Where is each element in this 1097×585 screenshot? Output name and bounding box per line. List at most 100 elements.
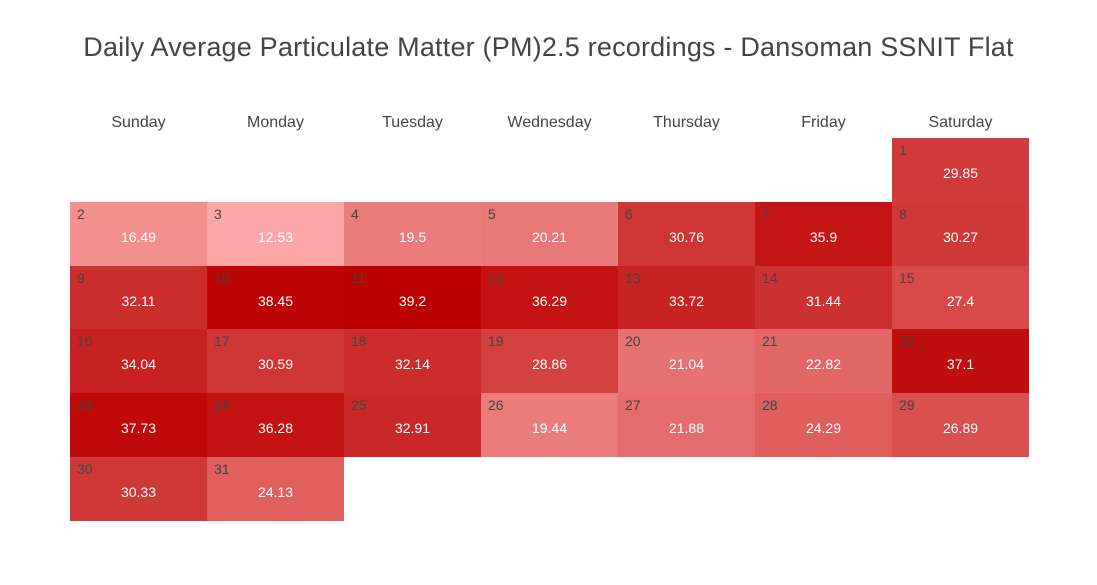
day-number: 27 (625, 397, 641, 414)
heatmap-cell: 11 39.2 (344, 265, 481, 330)
pm25-value-label: 19.5 (398, 228, 427, 245)
day-number: 4 (351, 205, 359, 222)
pm25-value-label: 35.9 (809, 228, 838, 245)
day-number: 20 (625, 333, 641, 350)
pm25-value-label: 22.82 (805, 356, 842, 373)
weekday-header-monday: Monday (247, 114, 304, 131)
heatmap-cell: 8 30.27 (892, 201, 1029, 267)
heatmap-cell: 24 36.28 (207, 393, 344, 458)
day-number: 7 (762, 205, 770, 222)
pm25-value-label: 33.72 (668, 292, 705, 309)
weekday-header-tuesday: Tuesday (382, 114, 443, 131)
day-number: 11 (351, 269, 366, 286)
day-number: 23 (77, 397, 93, 414)
pm25-value-label: 21.04 (668, 356, 705, 373)
pm25-value-label: 19.44 (531, 420, 568, 437)
pm25-value-label: 21.88 (668, 420, 705, 437)
pm25-value-label: 20.21 (531, 228, 568, 245)
pm25-value-label: 32.11 (121, 292, 156, 309)
heatmap-cell: 22 37.1 (892, 329, 1029, 394)
heatmap-cell: 23 37.73 (70, 393, 207, 458)
heatmap-cell: 18 32.14 (344, 329, 481, 394)
heatmap-cell: 5 20.21 (481, 201, 618, 267)
pm25-value-label: 24.29 (805, 420, 842, 437)
pm25-value-label: 30.59 (257, 356, 294, 373)
heatmap-cell: 26 19.44 (481, 393, 618, 458)
day-number: 17 (214, 333, 230, 350)
pm25-value-label: 30.27 (942, 228, 979, 245)
day-number: 3 (214, 205, 222, 222)
heatmap-cell: 20 21.04 (618, 329, 755, 394)
pm25-value-label: 37.1 (946, 356, 975, 373)
day-number: 14 (762, 269, 778, 286)
heatmap-cell: 28 24.29 (755, 393, 892, 458)
weekday-header-friday: Friday (801, 114, 846, 131)
day-number: 30 (77, 461, 93, 477)
heatmap-cell: 14 31.44 (755, 265, 892, 330)
pm25-value-label: 12.53 (257, 228, 294, 245)
weekday-header-thursday: Thursday (653, 114, 720, 131)
day-number: 9 (77, 269, 85, 286)
pm25-value-label: 30.76 (668, 228, 705, 245)
pm25-value-label: 16.49 (120, 228, 157, 245)
heatmap-cell: 13 33.72 (618, 265, 755, 330)
pm25-value-label: 26.89 (942, 420, 979, 437)
heatmap-cell: 15 27.4 (892, 265, 1029, 330)
pm25-value-label: 30.33 (120, 484, 157, 500)
day-number: 8 (899, 205, 907, 222)
pm25-value-label: 37.73 (120, 420, 157, 437)
day-number: 6 (625, 205, 633, 222)
day-number: 31 (214, 461, 230, 477)
day-number: 5 (488, 205, 496, 222)
pm25-value-label: 39.2 (398, 292, 427, 309)
weekday-header-wednesday: Wednesday (507, 114, 592, 131)
pm25-value-label: 38.45 (257, 292, 294, 309)
heatmap-cell: 31 24.13 (207, 457, 344, 522)
day-number: 24 (214, 397, 230, 414)
day-number: 13 (625, 269, 641, 286)
day-number: 22 (899, 333, 915, 350)
heatmap-cell: 1 29.85 (892, 138, 1029, 203)
heatmap-cell: 30 30.33 (70, 457, 207, 522)
weekday-header-sunday: Sunday (111, 114, 166, 131)
pm25-value-label: 36.28 (257, 420, 294, 437)
heatmap-cell: 21 22.82 (755, 329, 892, 394)
heatmap-cell: 19 28.86 (481, 329, 618, 394)
pm25-value-label: 32.14 (394, 356, 431, 373)
heatmap-cell: 7 35.9 (755, 201, 892, 267)
day-number: 25 (351, 397, 367, 414)
pm25-value-label: 31.44 (805, 292, 842, 309)
day-number: 21 (762, 333, 778, 350)
pm25-value-label: 27.4 (946, 292, 975, 309)
pm25-value-label: 29.85 (942, 165, 979, 181)
heatmap-cell: 6 30.76 (618, 201, 755, 267)
day-number: 28 (762, 397, 778, 414)
heatmap-cell: 27 21.88 (618, 393, 755, 458)
day-number: 18 (351, 333, 367, 350)
heatmap-cell: 2 16.49 (70, 201, 207, 267)
heatmap-cell: 9 32.11 (70, 265, 207, 330)
heatmap-cell: 12 36.29 (481, 265, 618, 330)
heatmap-cell: 16 34.04 (70, 329, 207, 394)
heatmap-cell: 17 30.59 (207, 329, 344, 394)
weekday-header-saturday: Saturday (928, 114, 993, 131)
day-number: 29 (899, 397, 915, 414)
heatmap-cell: 4 19.5 (344, 201, 481, 267)
heatmap-cell: 3 12.53 (207, 201, 344, 267)
heatmap-cell: 29 26.89 (892, 393, 1029, 458)
day-number: 2 (77, 205, 85, 222)
pm25-value-label: 32.91 (394, 420, 431, 437)
day-number: 15 (899, 269, 915, 286)
day-number: 10 (214, 269, 230, 286)
day-number: 12 (488, 269, 504, 286)
heatmap-cell: 10 38.45 (207, 265, 344, 330)
pm25-value-label: 36.29 (531, 292, 568, 309)
day-number: 26 (488, 397, 504, 414)
heatmap-cell: 25 32.91 (344, 393, 481, 458)
day-number: 16 (77, 333, 93, 350)
day-number: 19 (488, 333, 504, 350)
chart-title: Daily Average Particulate Matter (PM)2.5… (83, 32, 1014, 62)
day-number: 1 (899, 142, 907, 158)
pm25-value-label: 28.86 (531, 356, 568, 373)
